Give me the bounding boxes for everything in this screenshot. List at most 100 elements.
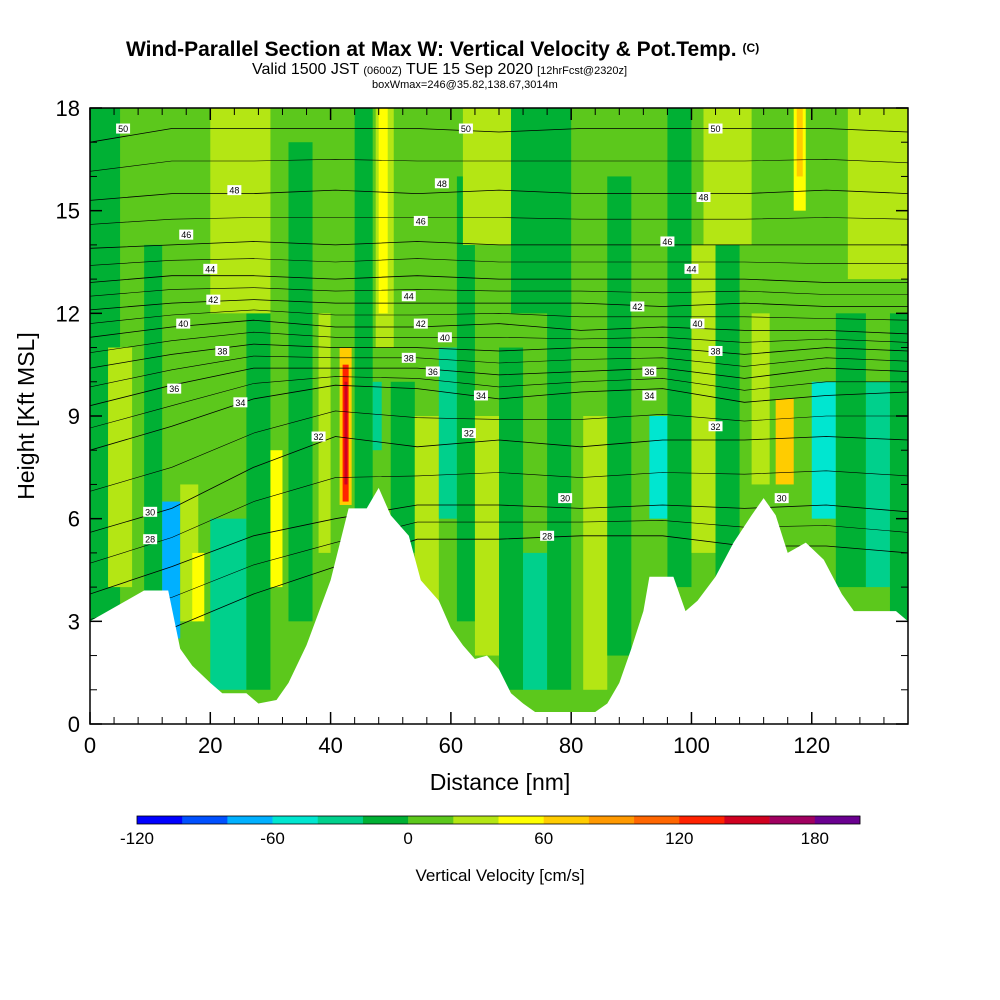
velocity-column: [649, 416, 668, 519]
colorbar-tick-label: -120: [120, 829, 154, 848]
contour-label-text: 42: [208, 295, 218, 305]
contour-label: 42: [630, 301, 645, 312]
contour-label: 46: [179, 229, 194, 240]
contour-label: 50: [116, 123, 131, 134]
colorbar-swatch: [453, 816, 499, 824]
theta-contour-line: [90, 299, 908, 311]
x-axis-title: Distance [nm]: [430, 769, 571, 795]
theta-contour-line: [90, 275, 908, 283]
theta-contour-line: [90, 504, 908, 595]
theta-contour-line: [90, 128, 908, 143]
colorbar-tick-label: 120: [665, 829, 693, 848]
contour-label-text: 48: [698, 192, 708, 202]
contour-labels: 50 50 50 48 48 48 46 46 46 44 44 44 42 42 42 40 40 40 38 38…: [116, 123, 789, 545]
velocity-column: [378, 108, 388, 314]
colorbar-swatch: [814, 816, 861, 824]
y-tick-label: 0: [68, 712, 80, 737]
contour-label: 46: [660, 236, 675, 247]
plot-area: 50 50 50 48 48 48 46 46 46 44 44 44 42 42 42 40 40 40 38 38…: [89, 107, 909, 725]
contour-label-text: 36: [644, 367, 654, 377]
contour-label-text: 36: [428, 367, 438, 377]
theta-contour-line: [90, 189, 908, 201]
x-tick-label: 80: [559, 733, 583, 758]
y-tick-label: 6: [68, 507, 80, 532]
contour-label-text: 32: [711, 422, 721, 432]
x-tick-label: 60: [439, 733, 463, 758]
theta-contour-line: [90, 470, 908, 564]
subtitle-valid: Valid 1500 JST: [252, 61, 360, 78]
contour-label-text: 34: [644, 391, 654, 401]
contour-label-text: 50: [461, 124, 471, 134]
contour-label-text: 30: [777, 494, 787, 504]
velocity-column: [344, 381, 348, 485]
theta-contour-line: [90, 331, 908, 353]
theta-contour-line: [90, 258, 908, 266]
velocity-column: [691, 244, 716, 553]
y-tick-label: 15: [56, 199, 80, 224]
contour-label: 40: [690, 318, 705, 329]
colorbar: -120 -60 0 60 120 180: [120, 815, 861, 848]
contour-label: 38: [215, 345, 230, 356]
contour-label-text: 44: [205, 264, 215, 274]
contour-label: 44: [684, 263, 699, 274]
contour-label-text: 36: [169, 384, 179, 394]
subtitle-forecast: [12hrFcst@2320z]: [537, 65, 627, 77]
velocity-column: [372, 381, 382, 451]
theta-contour-line: [90, 241, 908, 249]
colorbar-swatch: [182, 816, 228, 824]
colorbar-swatch: [769, 816, 816, 824]
colorbar-swatch: [272, 816, 319, 824]
x-tick-label: 20: [198, 733, 222, 758]
contour-label: 32: [461, 428, 476, 439]
contour-label-text: 40: [178, 319, 188, 329]
contour-label: 46: [413, 215, 428, 226]
theta-contour-line: [90, 158, 908, 172]
velocity-column: [511, 108, 572, 314]
theta-contour-line: [90, 217, 908, 225]
colorbar-swatch: [408, 816, 454, 824]
contour-label-text: 34: [235, 398, 245, 408]
theta-contour-line: [90, 355, 908, 388]
contour-label-text: 48: [437, 179, 447, 189]
colorbar-swatch: [137, 816, 183, 824]
contour-label-text: 42: [632, 302, 642, 312]
x-tick-label: 0: [84, 733, 96, 758]
contour-label: 48: [434, 178, 449, 189]
colorbar-frame: [136, 815, 861, 825]
colorbar-tick-label: 0: [403, 829, 412, 848]
contour-label: 50: [708, 123, 723, 134]
velocity-field: [90, 108, 908, 724]
subtitle-utc: (0600Z): [363, 65, 402, 77]
velocity-column: [796, 108, 803, 177]
contour-label: 38: [708, 345, 723, 356]
contour-label-text: 46: [416, 216, 426, 226]
velocity-column: [811, 381, 836, 519]
colorbar-tick-label: 180: [801, 829, 829, 848]
contour-label-text: 46: [181, 230, 191, 240]
contour-label: 40: [176, 318, 191, 329]
x-tick-label: 120: [793, 733, 830, 758]
contour-label-text: 38: [404, 353, 414, 363]
velocity-column: [144, 244, 163, 622]
velocity-column: [499, 347, 524, 690]
contour-label: 40: [437, 332, 452, 343]
velocity-column: [583, 416, 608, 690]
contour-label: 38: [401, 352, 416, 363]
colorbar-swatch: [679, 816, 725, 824]
velocity-column: [547, 279, 572, 690]
chart-subtitle: Valid 1500 JST (0600Z) TUE 15 Sep 2020 [12h…: [252, 61, 627, 78]
contour-label-text: 42: [416, 319, 426, 329]
colorbar-title: Vertical Velocity [cm/s]: [415, 866, 584, 885]
contour-label-text: 32: [314, 432, 324, 442]
velocity-column: [108, 347, 133, 588]
contour-label-text: 34: [476, 391, 486, 401]
y-tick-label: 18: [56, 96, 80, 121]
theta-contour-line: [90, 384, 908, 451]
contour-label: 30: [143, 506, 158, 517]
contour-label: 28: [540, 530, 555, 541]
contour-label: 48: [227, 185, 242, 196]
colorbar-swatch: [588, 816, 635, 824]
velocity-column: [354, 108, 373, 519]
